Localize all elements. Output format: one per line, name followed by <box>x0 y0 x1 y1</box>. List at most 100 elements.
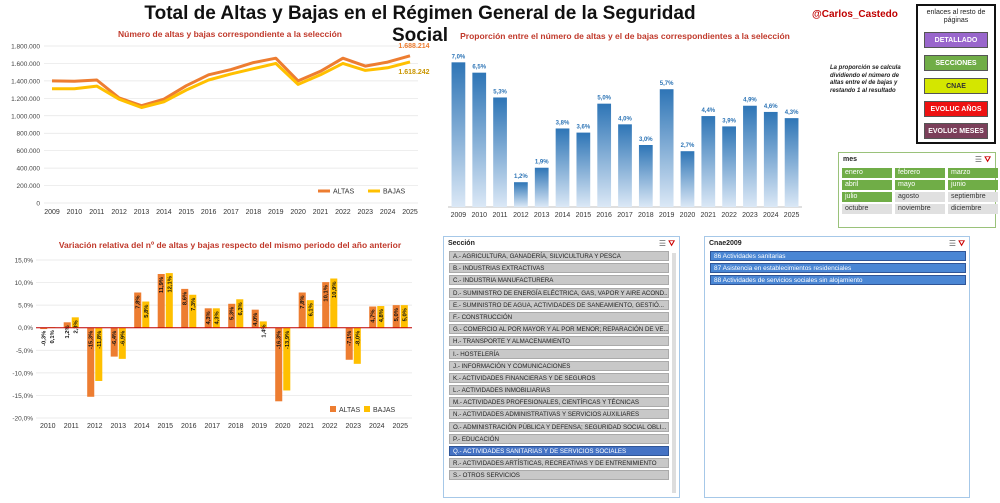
ratio-bar <box>618 124 632 207</box>
seccion-item[interactable]: O.- ADMINISTRACIÓN PÚBLICA Y DEFENSA; SE… <box>449 421 669 432</box>
variation-data-label: 4,3% <box>206 311 212 324</box>
seccion-item[interactable]: D.- SUMINISTRO DE ENERGÍA ELÉCTRICA, GAS… <box>449 287 669 298</box>
variation-data-label: 4,0% <box>253 313 259 326</box>
variation-bar-altas <box>345 327 353 360</box>
multiselect-icon[interactable]: ☰ <box>948 239 957 248</box>
y-tick-label: 0,0% <box>18 325 33 332</box>
evoluc-anos-button[interactable]: EVOLUC AÑOS <box>924 101 988 117</box>
x-tick-label: 2013 <box>110 423 126 430</box>
y-tick-label: 200.000 <box>17 183 41 190</box>
variation-bar-altas <box>204 308 212 328</box>
x-tick-label: 2017 <box>617 212 633 219</box>
ratio-data-label: 4,0% <box>618 116 632 122</box>
seccion-item[interactable]: N.- ACTIVIDADES ADMINISTRATIVAS Y SERVIC… <box>449 409 669 420</box>
variation-data-label: 7,8% <box>300 296 306 309</box>
cnae-slicer: Cnae2009 ☰ ⛛ 86 Actividades sanitarias 87… <box>704 236 970 498</box>
y-tick-label: -5,0% <box>16 348 33 355</box>
x-tick-label: 2009 <box>451 212 467 219</box>
mes-item-mayo[interactable]: mayo <box>895 180 945 190</box>
author-handle: @Carlos_Castedo <box>812 9 898 20</box>
seccion-scrollbar[interactable] <box>672 253 676 493</box>
variation-bar-bajas <box>353 327 361 364</box>
ratio-bar <box>680 151 695 207</box>
ratio-chart-title: Proporción entre el número de altas y el… <box>460 31 790 41</box>
variation-bar-bajas <box>189 294 197 328</box>
ratio-data-label: 4,3% <box>785 110 799 116</box>
ratio-data-label: 3,6% <box>577 125 591 131</box>
x-tick-label: 2019 <box>251 423 267 430</box>
detallado-button[interactable]: DETALLADO <box>924 32 988 48</box>
seccion-item[interactable]: P.- EDUCACIÓN <box>449 433 669 444</box>
cnae-item[interactable]: 86 Actividades sanitarias <box>710 251 966 261</box>
seccion-item[interactable]: H.- TRANSPORTE Y ALMACENAMIENTO <box>449 336 669 347</box>
mes-item-julio[interactable]: julio <box>842 192 892 202</box>
clear-filter-icon[interactable]: ⛛ <box>958 239 965 248</box>
variation-bar-altas <box>110 327 118 357</box>
ratio-data-label: 4,6% <box>764 104 778 110</box>
variation-data-label: 5,3% <box>230 307 236 320</box>
ratio-bar <box>784 118 799 207</box>
seccion-item[interactable]: I.- HOSTELERÍA <box>449 348 669 359</box>
seccion-item[interactable]: J.- INFORMACIÓN Y COMUNICACIONES <box>449 360 669 371</box>
variation-bar-bajas <box>118 327 126 359</box>
x-tick-label: 2015 <box>576 212 592 219</box>
mes-slicer-header: mes ☰ ⛛ <box>839 153 995 169</box>
x-tick-label: 2025 <box>392 423 408 430</box>
seccion-item[interactable]: E.- SUMINISTRO DE AGUA, ACTIVIDADES DE S… <box>449 299 669 310</box>
y-tick-label: 1.400.000 <box>11 78 40 85</box>
seccion-item[interactable]: B.- INDUSTRIAS EXTRACTIVAS <box>449 263 669 274</box>
seccion-item[interactable]: S.- OTROS SERVICIOS <box>449 470 669 481</box>
ratio-data-label: 2,7% <box>681 143 695 149</box>
legend-label-altas: ALTAS <box>339 407 360 414</box>
cnae-item[interactable]: 88 Actividades de servicios sociales sin… <box>710 275 966 286</box>
multiselect-icon[interactable]: ☰ <box>658 239 667 248</box>
clear-filter-icon[interactable]: ⛛ <box>984 155 991 164</box>
mes-item-abril[interactable]: abril <box>842 180 892 190</box>
x-tick-label: 2009 <box>44 209 60 216</box>
series-line-bajas <box>52 60 411 109</box>
variation-bar-bajas <box>236 299 244 328</box>
seccion-item[interactable]: M.- ACTIVIDADES PROFESIONALES, CIENTÍFIC… <box>449 397 669 408</box>
variation-data-label: 7,3% <box>191 298 197 311</box>
y-tick-label: 1.600.000 <box>11 61 40 68</box>
mes-item-septiembre[interactable]: septiembre <box>948 192 998 202</box>
x-tick-label: 2021 <box>701 212 717 219</box>
mes-item-noviembre[interactable]: noviembre <box>895 204 945 214</box>
evoluc-meses-button[interactable]: EVOLUC MESES <box>924 123 988 139</box>
seccion-item[interactable]: L.- ACTIVIDADES INMOBILIARIAS <box>449 385 669 396</box>
variation-bar-bajas <box>71 317 79 328</box>
mes-item-junio[interactable]: junio <box>948 180 998 190</box>
seccion-item[interactable]: R.- ACTIVIDADES ARTÍSTICAS, RECREATIVAS … <box>449 458 669 469</box>
variation-bar-bajas <box>400 305 408 328</box>
variation-bar-bajas <box>212 308 220 328</box>
x-tick-label: 2022 <box>322 423 338 430</box>
secciones-button[interactable]: SECCIONES <box>924 55 988 71</box>
seccion-item[interactable]: Q.- ACTIVIDADES SANITARIAS Y DE SERVICIO… <box>449 446 669 456</box>
mes-item-enero[interactable]: enero <box>842 168 892 178</box>
x-tick-label: 2011 <box>493 212 508 219</box>
mes-item-febrero[interactable]: febrero <box>895 168 945 178</box>
cnae-item[interactable]: 87 Asistencia en establecimientos reside… <box>710 263 966 274</box>
x-tick-label: 2016 <box>201 209 217 216</box>
y-tick-label: 800.000 <box>17 131 41 138</box>
mes-item-octubre[interactable]: octubre <box>842 204 892 214</box>
multiselect-icon[interactable]: ☰ <box>974 155 983 164</box>
x-tick-label: 2014 <box>156 209 172 216</box>
variation-bar-altas <box>275 327 283 402</box>
cnae-button[interactable]: CNAE <box>924 78 988 94</box>
mes-item-agosto[interactable]: agosto <box>895 192 945 202</box>
variation-data-label: 0,1% <box>50 330 56 343</box>
seccion-item[interactable]: F.- CONSTRUCCIÓN <box>449 311 669 322</box>
variation-bar-bajas <box>95 327 103 381</box>
variation-data-label: 6,1% <box>308 303 314 316</box>
clear-filter-icon[interactable]: ⛛ <box>668 239 675 248</box>
ratio-data-label: 3,9% <box>722 118 736 124</box>
mes-item-marzo[interactable]: marzo <box>948 168 998 178</box>
variation-data-label: 1,4% <box>261 324 267 337</box>
seccion-item[interactable]: C.- INDUSTRIA MANUFACTURERA <box>449 275 669 286</box>
variation-data-label: -6,4% <box>112 331 118 346</box>
mes-item-diciembre[interactable]: diciembre <box>948 204 998 214</box>
seccion-item[interactable]: A.- AGRICULTURA, GANADERÍA, SILVICULTURA… <box>449 251 669 261</box>
seccion-item[interactable]: K.- ACTIVIDADES FINANCIERAS Y DE SEGUROS <box>449 372 669 383</box>
seccion-item[interactable]: G.- COMERCIO AL POR MAYOR Y AL POR MENOR… <box>449 324 669 335</box>
